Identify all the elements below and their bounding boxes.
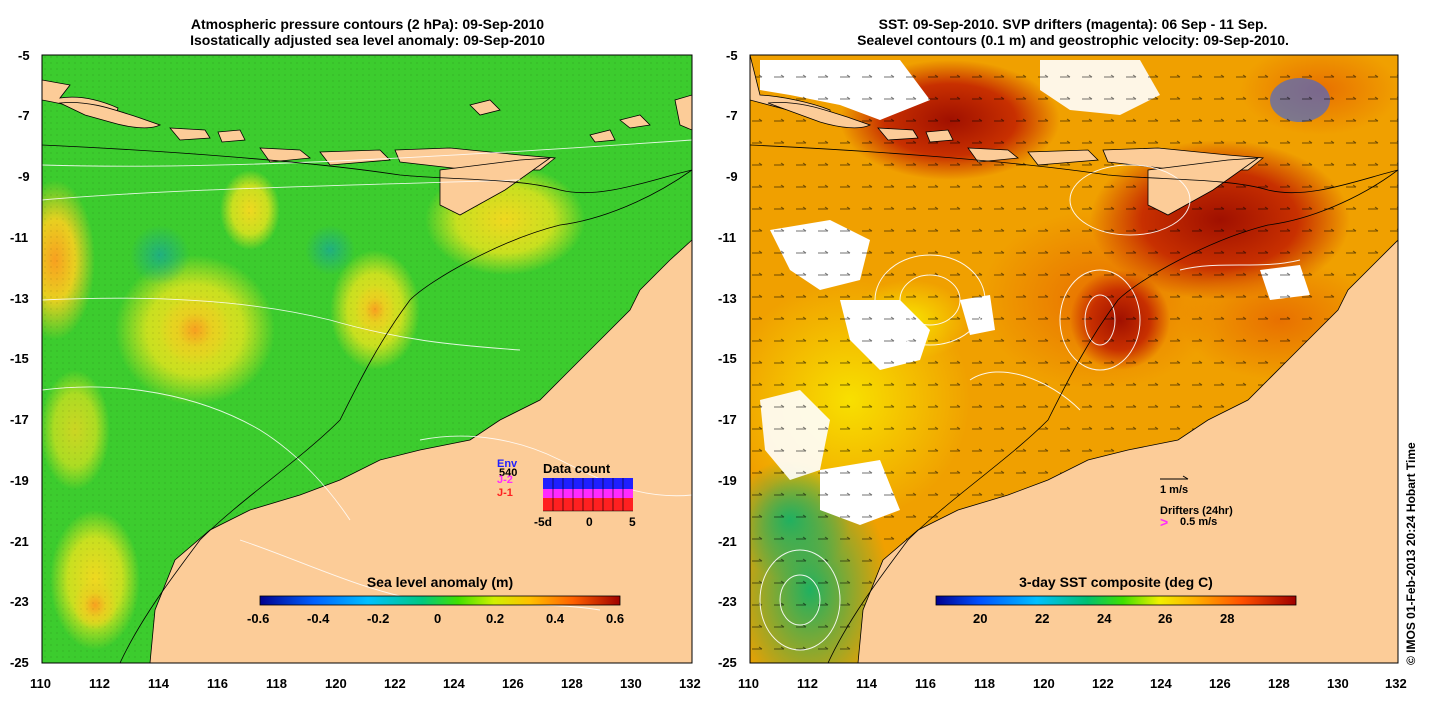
sla-colorbar-tick: 0.6 [606, 611, 625, 626]
data-count-title: Data count [543, 461, 611, 476]
left-x-tick: 132 [679, 676, 701, 691]
right-x-tick: 132 [1385, 676, 1407, 691]
right-x-tick: 124 [1150, 676, 1172, 691]
left-title-line1: Atmospheric pressure contours (2 hPa): 0… [190, 16, 545, 32]
right-y-tick: -17 [718, 412, 737, 427]
sla-colorbar [259, 595, 621, 606]
right-y-tick: -9 [726, 169, 738, 184]
imos-credit: © IMOS 01-Feb-2013 20:24 Hobart Time [1404, 442, 1418, 665]
sla-colorbar-tick: 0.4 [546, 611, 565, 626]
left-x-tick: 116 [207, 676, 228, 691]
right-y-tick: -5 [726, 48, 738, 63]
left-x-tick: 120 [325, 676, 347, 691]
right-y-tick: -15 [718, 351, 737, 366]
left-y-tick: -17 [10, 412, 29, 427]
drifters-label: Drifters (24hr) [1160, 505, 1233, 517]
sst-colorbar-label: 3-day SST composite (deg C) [1019, 574, 1213, 590]
left-y-tick: -15 [10, 351, 29, 366]
left-x-tick: 128 [561, 676, 583, 691]
data-count-chart [543, 478, 633, 512]
velocity-scale-arrow [1160, 475, 1189, 480]
right-contours [759, 164, 1301, 651]
data-count-tick: 5 [629, 515, 636, 529]
left-map [41, 54, 693, 664]
right-y-tick: -7 [726, 108, 738, 123]
left-bathymetry [42, 144, 692, 663]
left-x-tick: 122 [384, 676, 406, 691]
right-title-line2: Sealevel contours (0.1 m) and geostrophi… [857, 32, 1289, 48]
drifter-marker-icon: > [1160, 514, 1169, 530]
sst-colorbar-tick: 26 [1158, 611, 1173, 626]
right-x-tick: 116 [915, 676, 936, 691]
left-map-title: Atmospheric pressure contours (2 hPa): 0… [40, 16, 695, 48]
sst-colorbar-tick: 28 [1220, 611, 1235, 626]
right-x-tick: 110 [738, 676, 759, 691]
drifters-speed-label: 0.5 m/s [1180, 516, 1218, 528]
velocity-scale-label: 1 m/s [1160, 484, 1189, 496]
sla-colorbar-tick: 0 [434, 611, 442, 626]
left-y-tick: -7 [18, 108, 30, 123]
left-x-tick: 130 [620, 676, 642, 691]
right-map-frame [749, 54, 1399, 664]
left-x-tick: 124 [443, 676, 465, 691]
data-count-legend-j2: J-2 [497, 474, 513, 486]
sst-colorbar-tick: 24 [1097, 611, 1112, 626]
right-bathymetry [750, 144, 1398, 663]
right-x-tick: 128 [1268, 676, 1290, 691]
sla-colorbar-tick: -0.4 [307, 611, 330, 626]
right-map-title: SST: 09-Sep-2010. SVP drifters (magenta)… [748, 16, 1398, 48]
right-title-line1: SST: 09-Sep-2010. SVP drifters (magenta)… [878, 16, 1268, 32]
right-y-tick: -11 [718, 230, 737, 245]
left-x-tick: 112 [89, 676, 110, 691]
sla-colorbar-tick: -0.2 [367, 611, 390, 626]
left-y-tick: -21 [10, 534, 29, 549]
data-count-tick: 0 [586, 515, 593, 529]
sla-colorbar-tick: 0.2 [486, 611, 505, 626]
left-y-tick: -13 [10, 291, 29, 306]
left-y-tick: -5 [18, 48, 30, 63]
left-title-line2: Isostatically adjusted sea level anomaly… [190, 32, 545, 48]
left-x-tick: 114 [148, 676, 169, 691]
right-x-tick: 114 [856, 676, 877, 691]
sla-colorbar-tick: -0.6 [247, 611, 270, 626]
right-y-tick: -13 [718, 291, 737, 306]
right-x-tick: 120 [1033, 676, 1055, 691]
sst-colorbar-tick: 20 [973, 611, 988, 626]
right-y-tick: -25 [718, 655, 737, 670]
left-land [42, 55, 692, 663]
sla-colorbar-label: Sea level anomaly (m) [366, 574, 514, 590]
data-count-legend-j1: J-1 [497, 487, 513, 499]
right-map [749, 54, 1399, 664]
left-x-tick: 118 [266, 676, 287, 691]
left-y-tick: -11 [10, 230, 29, 245]
sst-colorbar-tick: 22 [1035, 611, 1050, 626]
data-count-legend-env: Env [497, 458, 518, 470]
left-y-tick: -25 [10, 655, 29, 670]
right-x-tick: 112 [797, 676, 818, 691]
left-y-tick: -23 [10, 594, 29, 609]
data-count-tick: -5d [534, 515, 552, 529]
right-y-tick: -23 [718, 594, 737, 609]
right-x-tick: 118 [974, 676, 995, 691]
right-land [750, 55, 1398, 663]
right-x-tick: 130 [1327, 676, 1349, 691]
left-y-tick: -19 [10, 473, 29, 488]
sst-colorbar [935, 595, 1297, 606]
left-x-tick: 110 [30, 676, 51, 691]
right-y-tick: -21 [718, 534, 737, 549]
left-y-tick: -9 [18, 169, 30, 184]
left-x-tick: 126 [502, 676, 524, 691]
right-y-tick: -19 [718, 473, 737, 488]
right-x-tick: 122 [1092, 676, 1114, 691]
left-map-frame [41, 54, 693, 664]
right-x-tick: 126 [1209, 676, 1231, 691]
data-count-number: 540 [499, 467, 518, 479]
